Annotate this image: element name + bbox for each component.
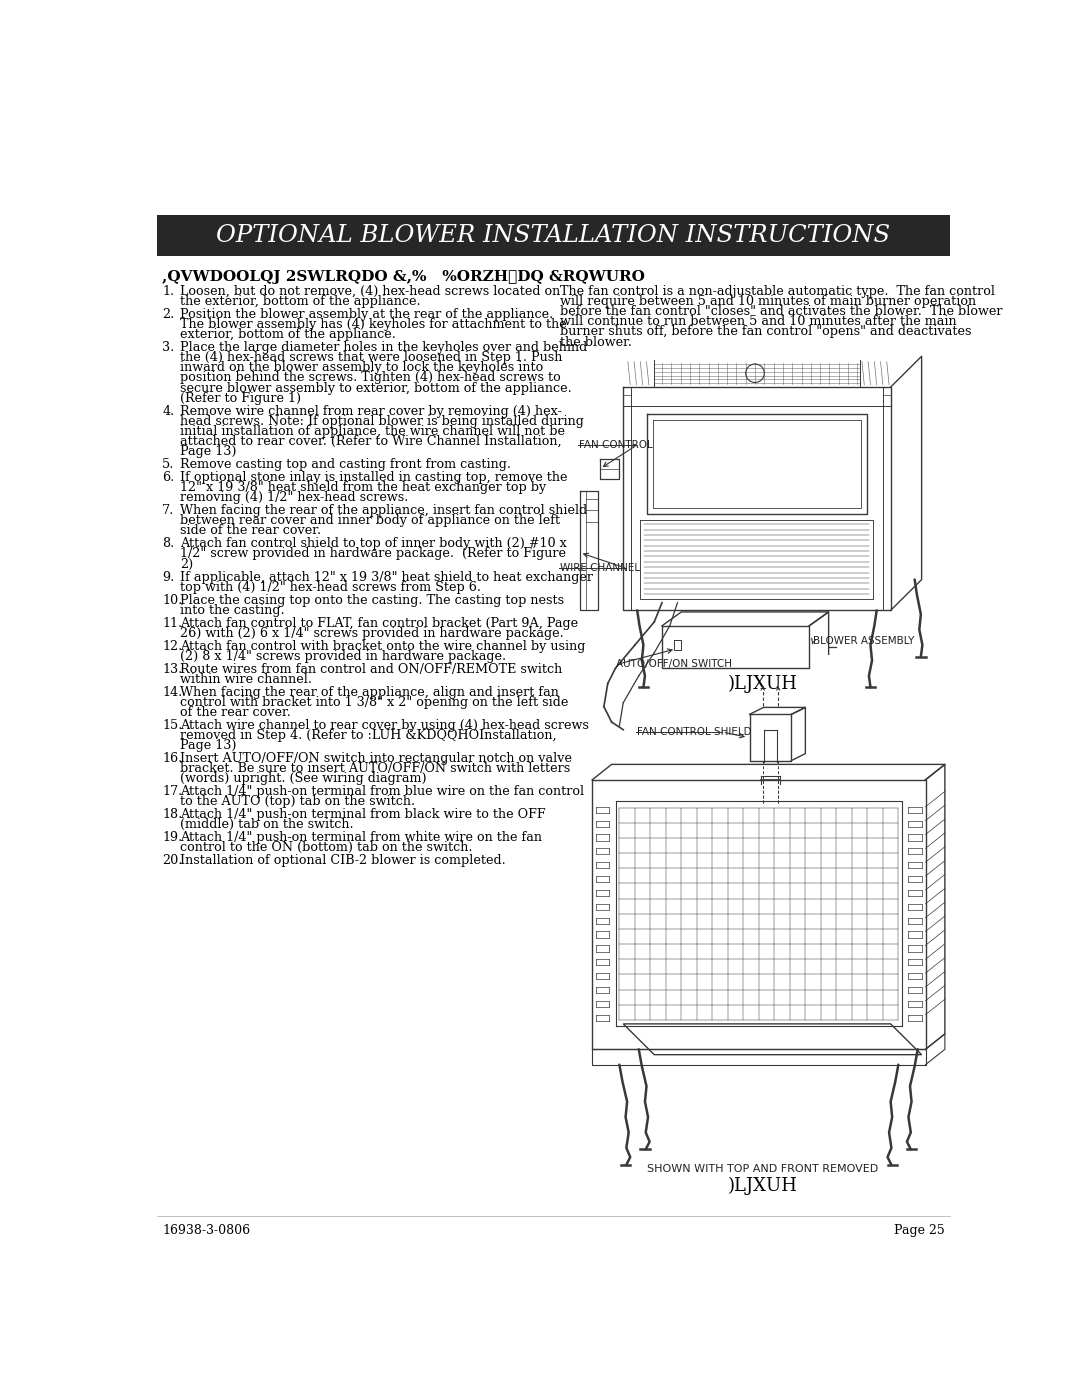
Text: inward on the blower assembly to lock the keyholes into: inward on the blower assembly to lock th… — [180, 362, 543, 374]
Text: (Refer to Figure 1): (Refer to Figure 1) — [180, 391, 301, 405]
Text: Route wires from fan control and ON/OFF/REMOTE switch: Route wires from fan control and ON/OFF/… — [180, 662, 563, 676]
Text: 12.: 12. — [162, 640, 183, 652]
Text: The fan control is a non-adjustable automatic type.  The fan control: The fan control is a non-adjustable auto… — [559, 285, 995, 298]
Text: 2): 2) — [180, 557, 193, 570]
Text: 14.: 14. — [162, 686, 183, 698]
Text: )LJXUH: )LJXUH — [728, 1176, 798, 1194]
Text: Page 25: Page 25 — [894, 1224, 945, 1238]
Text: Attach fan control with bracket onto the wire channel by using: Attach fan control with bracket onto the… — [180, 640, 585, 652]
Text: ,QVWDOOLQJ 2SWLRQDO &,%   %ORZHDQ &RQWURO: ,QVWDOOLQJ 2SWLRQDO &,% %ORZHDQ &RQWURO — [162, 270, 645, 284]
Bar — [157, 215, 950, 256]
Text: secure blower assembly to exterior, bottom of the appliance.: secure blower assembly to exterior, bott… — [180, 381, 571, 394]
Text: control with bracket into 1 3/8" x 2" opening on the left side: control with bracket into 1 3/8" x 2" op… — [180, 696, 568, 708]
Text: 17.: 17. — [162, 785, 183, 798]
Text: Insert AUTO/OFF/ON switch into rectangular notch on valve: Insert AUTO/OFF/ON switch into rectangul… — [180, 752, 572, 766]
Text: 20.: 20. — [162, 854, 183, 868]
Text: Attach wire channel to rear cover by using (4) hex-head screws: Attach wire channel to rear cover by usi… — [180, 719, 589, 732]
Text: If applicable, attach 12" x 19 3/8" heat shield to heat exchanger: If applicable, attach 12" x 19 3/8" heat… — [180, 570, 593, 584]
Text: 4.: 4. — [162, 405, 174, 418]
Text: 6.: 6. — [162, 471, 174, 483]
Text: )LJXUH: )LJXUH — [728, 675, 798, 693]
Text: Attach fan control shield to top of inner body with (2) #10 x: Attach fan control shield to top of inne… — [180, 538, 567, 550]
Text: to the AUTO (top) tab on the switch.: to the AUTO (top) tab on the switch. — [180, 795, 415, 809]
Text: burner shuts off, before the fan control "opens" and deactivates: burner shuts off, before the fan control… — [559, 326, 971, 338]
Text: Remove wire channel from rear cover by removing (4) hex-: Remove wire channel from rear cover by r… — [180, 405, 562, 418]
Text: exterior, bottom of the appliance.: exterior, bottom of the appliance. — [180, 328, 396, 341]
Text: Place the large diameter holes in the keyholes over and behind: Place the large diameter holes in the ke… — [180, 341, 588, 353]
Text: between rear cover and inner body of appliance on the left: between rear cover and inner body of app… — [180, 514, 561, 527]
Text: 1.: 1. — [162, 285, 174, 298]
Text: If optional stone inlay is installed in casting top, remove the: If optional stone inlay is installed in … — [180, 471, 567, 483]
Text: OPTIONAL BLOWER INSTALLATION INSTRUCTIONS: OPTIONAL BLOWER INSTALLATION INSTRUCTION… — [216, 225, 891, 247]
Text: into the casting.: into the casting. — [180, 604, 284, 616]
Text: (words) upright. (See wiring diagram): (words) upright. (See wiring diagram) — [180, 773, 427, 785]
Text: position behind the screws. Tighten (4) hex-head screws to: position behind the screws. Tighten (4) … — [180, 372, 561, 384]
Text: the exterior, bottom of the appliance.: the exterior, bottom of the appliance. — [180, 295, 420, 307]
Text: 10.: 10. — [162, 594, 183, 606]
Text: 16938-3-0806: 16938-3-0806 — [162, 1224, 251, 1238]
Text: attached to rear cover. (Refer to Wire Channel Installation,: attached to rear cover. (Refer to Wire C… — [180, 434, 562, 448]
Text: top with (4) 1/2" hex-head screws from Step 6.: top with (4) 1/2" hex-head screws from S… — [180, 581, 481, 594]
Text: SHOWN WITH TOP AND FRONT REMOVED: SHOWN WITH TOP AND FRONT REMOVED — [647, 1164, 878, 1173]
Text: The blower assembly has (4) keyholes for attachment to the: The blower assembly has (4) keyholes for… — [180, 319, 567, 331]
Text: BLOWER ASSEMBLY: BLOWER ASSEMBLY — [813, 636, 915, 647]
Text: Loosen, but do not remove, (4) hex-head screws located on: Loosen, but do not remove, (4) hex-head … — [180, 285, 561, 298]
Text: (middle) tab on the switch.: (middle) tab on the switch. — [180, 819, 353, 831]
Text: Attach 1/4" push-on terminal from white wire on the fan: Attach 1/4" push-on terminal from white … — [180, 831, 542, 844]
Text: 18.: 18. — [162, 809, 183, 821]
Text: 5.: 5. — [162, 458, 175, 471]
Text: will require between 5 and 10 minutes of main burner operation: will require between 5 and 10 minutes of… — [559, 295, 976, 307]
Text: When facing the rear of the appliance, align and insert fan: When facing the rear of the appliance, a… — [180, 686, 558, 698]
Text: removed in Step 4. (Refer to :LUH &KDQQHOInstallation,: removed in Step 4. (Refer to :LUH &KDQQH… — [180, 729, 556, 742]
Text: 2.: 2. — [162, 307, 174, 321]
Text: Place the casing top onto the casting. The casting top nests: Place the casing top onto the casting. T… — [180, 594, 564, 606]
Text: before the fan control "closes" and activates the blower.  The blower: before the fan control "closes" and acti… — [559, 305, 1002, 319]
Text: bracket. Be sure to insert AUTO/OFF/ON switch with letters: bracket. Be sure to insert AUTO/OFF/ON s… — [180, 763, 570, 775]
Text: Attach 1/4" push-on terminal from blue wire on the fan control: Attach 1/4" push-on terminal from blue w… — [180, 785, 584, 798]
Text: Attach 1/4" push-on terminal from black wire to the OFF: Attach 1/4" push-on terminal from black … — [180, 809, 545, 821]
Text: of the rear cover.: of the rear cover. — [180, 705, 291, 719]
Text: 9.: 9. — [162, 570, 174, 584]
Text: Installation of optional CIB-2 blower is completed.: Installation of optional CIB-2 blower is… — [180, 854, 505, 868]
Text: 15.: 15. — [162, 719, 183, 732]
Text: 8.: 8. — [162, 538, 174, 550]
Text: within wire channel.: within wire channel. — [180, 673, 312, 686]
Text: will continue to run between 5 and 10 minutes after the main: will continue to run between 5 and 10 mi… — [559, 316, 956, 328]
Text: Attach fan control to FLAT, fan control bracket (Part 9A, Page: Attach fan control to FLAT, fan control … — [180, 616, 578, 630]
Text: Remove casting top and casting front from casting.: Remove casting top and casting front fro… — [180, 458, 511, 471]
Text: 16.: 16. — [162, 752, 183, 766]
Text: side of the rear cover.: side of the rear cover. — [180, 524, 321, 538]
Text: When facing the rear of the appliance, insert fan control shield: When facing the rear of the appliance, i… — [180, 504, 588, 517]
Text: Page 13): Page 13) — [180, 739, 237, 752]
Text: WIRE CHANNEL: WIRE CHANNEL — [559, 563, 639, 573]
Text: control to the ON (bottom) tab on the switch.: control to the ON (bottom) tab on the sw… — [180, 841, 472, 855]
Text: 19.: 19. — [162, 831, 183, 844]
Text: 7.: 7. — [162, 504, 174, 517]
Text: the (4) hex-head screws that were loosened in Step 1. Push: the (4) hex-head screws that were loosen… — [180, 351, 563, 365]
Text: Position the blower assembly at the rear of the appliance.: Position the blower assembly at the rear… — [180, 307, 553, 321]
Text: the blower.: the blower. — [559, 335, 632, 348]
Text: 13.: 13. — [162, 662, 183, 676]
Text: initial installation of appliance, the wire channel will not be: initial installation of appliance, the w… — [180, 425, 565, 437]
Text: 26) with (2) 6 x 1/4" screws provided in hardware package.: 26) with (2) 6 x 1/4" screws provided in… — [180, 627, 564, 640]
Text: head screws. Note: If optional blower is being installed during: head screws. Note: If optional blower is… — [180, 415, 584, 427]
Text: 3.: 3. — [162, 341, 174, 353]
Text: Page 13): Page 13) — [180, 446, 237, 458]
Text: 11.: 11. — [162, 616, 183, 630]
Text: FAN CONTROL: FAN CONTROL — [579, 440, 652, 450]
Text: removing (4) 1/2" hex-head screws.: removing (4) 1/2" hex-head screws. — [180, 492, 408, 504]
Text: AUTO/OFF/ON SWITCH: AUTO/OFF/ON SWITCH — [616, 659, 731, 669]
Text: FAN CONTROL SHIELD: FAN CONTROL SHIELD — [637, 726, 752, 738]
Text: 12" x 19 3/8" heat shield from the heat exchanger top by: 12" x 19 3/8" heat shield from the heat … — [180, 481, 546, 495]
Text: (2) 8 x 1/4" screws provided in hardware package.: (2) 8 x 1/4" screws provided in hardware… — [180, 650, 507, 662]
Text: 1/2" screw provided in hardware package.  (Refer to Figure: 1/2" screw provided in hardware package.… — [180, 548, 566, 560]
